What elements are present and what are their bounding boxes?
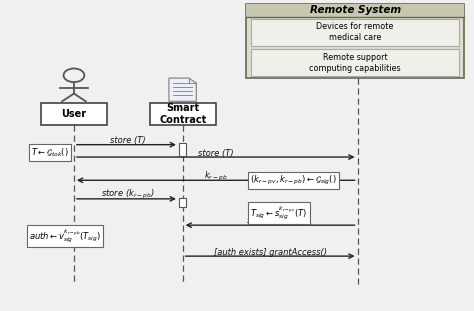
FancyBboxPatch shape [179,143,186,156]
Polygon shape [169,78,196,101]
Text: $(k_{r-pv}, k_{r-pb}) \leftarrow \mathcal{G}_{sig}()$: $(k_{r-pv}, k_{r-pb}) \leftarrow \mathca… [250,174,337,187]
Text: store (T): store (T) [110,136,146,145]
Text: [auth exists] grantAccess(): [auth exists] grantAccess() [214,248,327,257]
Text: store ($k_{r-pb}$): store ($k_{r-pb}$) [101,188,155,201]
Text: $T_{sig} \leftarrow s^{k_{r-pv}}_{sig}(T)$: $T_{sig} \leftarrow s^{k_{r-pv}}_{sig}(T… [250,204,308,221]
FancyBboxPatch shape [246,4,464,78]
Text: $T \leftarrow \mathcal{G}_{tok}()$: $T \leftarrow \mathcal{G}_{tok}()$ [31,146,69,159]
FancyBboxPatch shape [246,4,464,17]
Text: store (T): store (T) [198,149,234,158]
Text: $k_{r-pb}$: $k_{r-pb}$ [204,170,228,183]
Text: Smart
Contract: Smart Contract [159,103,206,124]
Text: Devices for remote
medical care: Devices for remote medical care [317,22,394,42]
FancyBboxPatch shape [179,198,186,207]
FancyBboxPatch shape [41,103,107,124]
Text: sends ($T_{sig}$): sends ($T_{sig}$) [246,215,294,228]
FancyBboxPatch shape [251,49,459,76]
FancyBboxPatch shape [150,103,216,124]
Text: User: User [62,109,87,119]
Text: $auth \leftarrow v^{k_{r-pb}}_{sig}(T_{sig})$: $auth \leftarrow v^{k_{r-pb}}_{sig}(T_{s… [29,227,101,245]
Text: Remote System: Remote System [310,5,401,15]
Text: Remote support
computing capabilities: Remote support computing capabilities [310,53,401,72]
FancyBboxPatch shape [251,19,459,46]
